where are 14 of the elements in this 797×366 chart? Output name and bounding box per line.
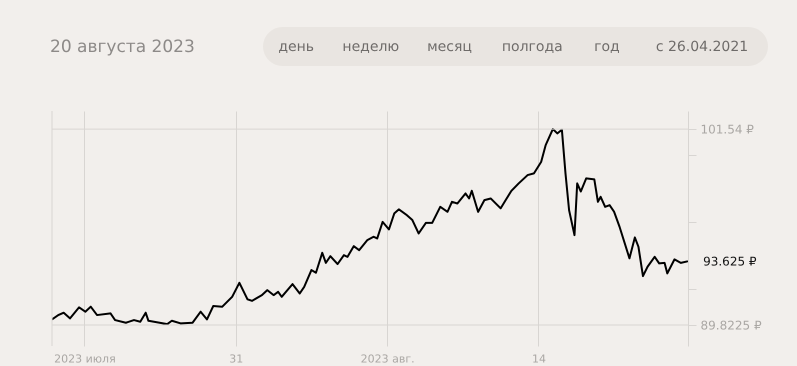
text: день	[278, 39, 314, 55]
text: с 26.04.2021	[656, 39, 748, 55]
text: неделю	[342, 39, 400, 55]
x-tick-label: 14	[532, 352, 546, 366]
y-tick-label: 101.54 ₽	[700, 122, 754, 137]
annotation: 93.625 ₽	[703, 254, 757, 268]
x-tick-label: 2023 июля	[54, 352, 116, 366]
text: месяц	[427, 39, 472, 55]
x-tick-label: 31	[229, 352, 244, 366]
chart-title: 20 августа 2023	[50, 37, 195, 57]
text: год	[594, 39, 620, 55]
text: полгода	[502, 39, 563, 55]
y-tick-label: 89.8225 ₽	[700, 318, 762, 333]
x-tick-label: 2023 авг.	[360, 352, 415, 366]
